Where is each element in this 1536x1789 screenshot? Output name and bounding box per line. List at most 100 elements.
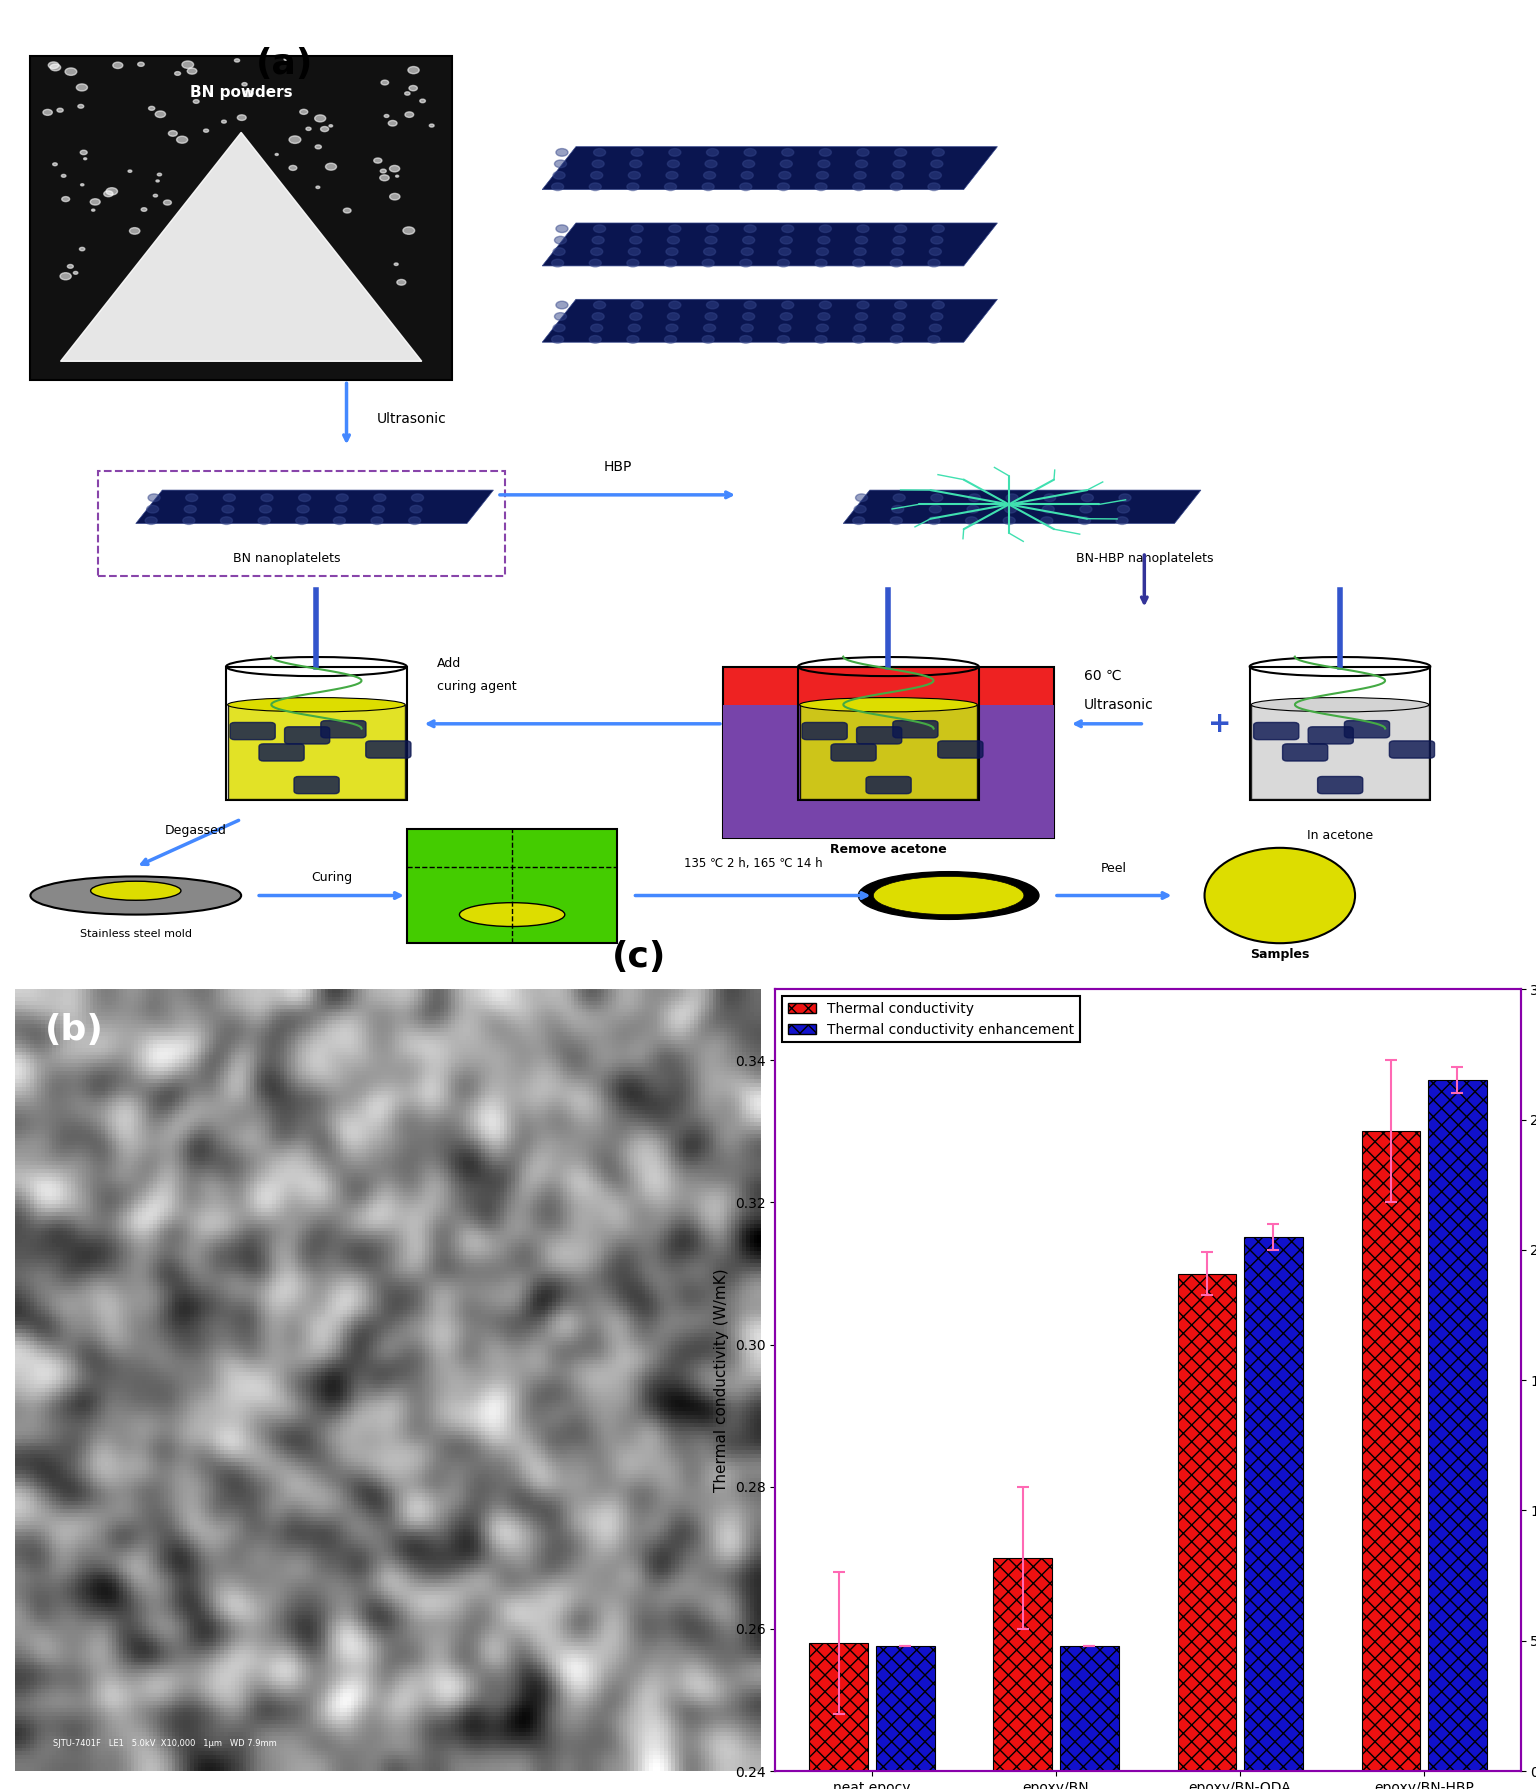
Circle shape [316, 186, 319, 188]
Circle shape [780, 159, 793, 168]
Circle shape [891, 182, 902, 191]
Circle shape [235, 59, 240, 63]
Circle shape [1005, 504, 1017, 513]
Circle shape [1078, 517, 1091, 524]
Circle shape [181, 61, 194, 68]
Circle shape [928, 259, 940, 267]
Circle shape [932, 301, 945, 309]
Circle shape [627, 336, 639, 343]
Circle shape [372, 504, 384, 513]
Circle shape [929, 504, 942, 513]
Circle shape [384, 114, 389, 118]
Circle shape [556, 301, 568, 309]
Circle shape [372, 517, 382, 524]
Circle shape [112, 63, 123, 68]
Circle shape [300, 109, 307, 114]
Text: +: + [1207, 710, 1232, 737]
Circle shape [929, 172, 942, 179]
Circle shape [782, 225, 794, 233]
FancyBboxPatch shape [321, 721, 366, 737]
FancyBboxPatch shape [831, 744, 876, 760]
Circle shape [333, 517, 346, 524]
Circle shape [665, 182, 676, 191]
Circle shape [892, 494, 905, 501]
Circle shape [817, 324, 828, 331]
Circle shape [702, 259, 714, 267]
Text: (a): (a) [257, 47, 313, 81]
Text: BN powders: BN powders [190, 84, 292, 100]
Circle shape [817, 172, 828, 179]
Circle shape [854, 504, 866, 513]
Text: (c): (c) [611, 939, 667, 973]
Circle shape [627, 259, 639, 267]
Ellipse shape [31, 877, 241, 914]
Circle shape [241, 82, 247, 86]
Circle shape [780, 313, 793, 320]
Circle shape [816, 259, 826, 267]
Circle shape [556, 225, 568, 233]
Circle shape [52, 163, 57, 166]
Circle shape [149, 106, 155, 111]
Circle shape [1118, 504, 1129, 513]
Text: Samples: Samples [1250, 948, 1310, 961]
Circle shape [891, 517, 902, 524]
Circle shape [590, 336, 601, 343]
Circle shape [705, 236, 717, 243]
Circle shape [429, 123, 435, 127]
Circle shape [1204, 848, 1355, 943]
Circle shape [668, 225, 680, 233]
Circle shape [60, 272, 71, 279]
FancyBboxPatch shape [1252, 705, 1428, 800]
Circle shape [819, 225, 831, 233]
Ellipse shape [459, 903, 565, 927]
Circle shape [743, 301, 756, 309]
Circle shape [1118, 494, 1130, 501]
Circle shape [591, 159, 604, 168]
Ellipse shape [1252, 698, 1428, 712]
Circle shape [289, 165, 296, 170]
Circle shape [163, 200, 172, 206]
Circle shape [777, 336, 790, 343]
Circle shape [83, 157, 86, 159]
FancyBboxPatch shape [407, 828, 617, 943]
Circle shape [260, 504, 272, 513]
FancyBboxPatch shape [938, 741, 983, 759]
Circle shape [551, 336, 564, 343]
Circle shape [707, 225, 719, 233]
Circle shape [628, 172, 641, 179]
Circle shape [379, 175, 389, 181]
Circle shape [667, 249, 677, 256]
Circle shape [51, 64, 60, 72]
Circle shape [892, 504, 903, 513]
Text: Ultrasonic: Ultrasonic [376, 411, 447, 426]
Circle shape [705, 159, 717, 168]
Circle shape [315, 145, 321, 148]
Circle shape [321, 127, 329, 132]
Circle shape [852, 336, 865, 343]
Circle shape [169, 131, 177, 136]
Circle shape [591, 172, 602, 179]
Circle shape [204, 129, 209, 132]
Circle shape [381, 170, 386, 174]
Circle shape [667, 159, 679, 168]
Circle shape [892, 236, 905, 243]
Ellipse shape [227, 698, 406, 712]
Circle shape [931, 236, 943, 243]
Circle shape [296, 517, 307, 524]
Circle shape [857, 148, 869, 156]
Circle shape [667, 313, 679, 320]
Circle shape [928, 517, 940, 524]
Text: Degassed: Degassed [164, 823, 227, 837]
Circle shape [857, 225, 869, 233]
Circle shape [779, 324, 791, 331]
Circle shape [703, 324, 716, 331]
Circle shape [554, 236, 567, 243]
Circle shape [742, 236, 754, 243]
FancyBboxPatch shape [366, 741, 412, 759]
Circle shape [590, 182, 601, 191]
Text: Curing: Curing [310, 871, 352, 884]
Circle shape [141, 208, 147, 211]
Circle shape [80, 247, 84, 250]
Circle shape [892, 159, 905, 168]
Circle shape [931, 159, 943, 168]
